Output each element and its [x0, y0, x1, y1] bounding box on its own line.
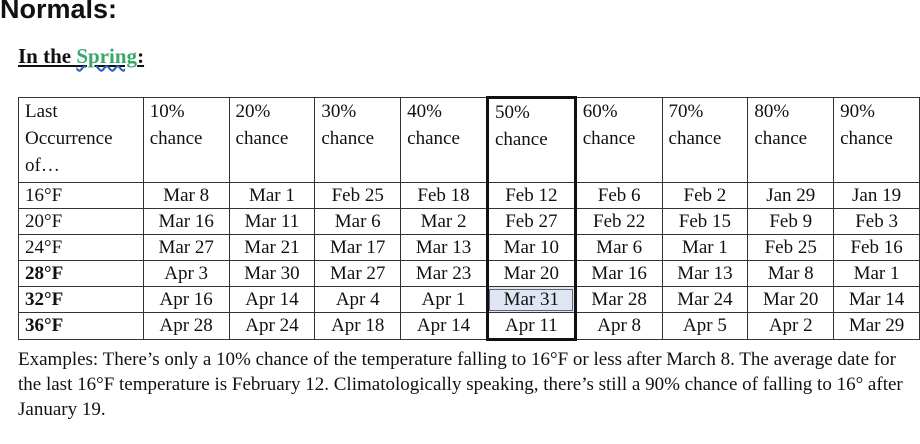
date-cell: Feb 25	[747, 234, 835, 261]
column-header: 70% chance	[661, 97, 749, 183]
column-header: 50% chance	[485, 96, 577, 183]
date-cell: Apr 16	[142, 286, 230, 313]
date-cell: Mar 13	[400, 234, 488, 261]
column-header: 40% chance	[400, 97, 488, 183]
temperature-cell: 20°F	[18, 208, 144, 235]
subtitle-text: In the	[18, 44, 77, 68]
examples-text: Examples: There’s only a 10% chance of t…	[18, 349, 903, 420]
date-cell: Feb 16	[833, 234, 920, 261]
temperature-cell: 36°F	[18, 312, 144, 340]
table-row: 20°F Mar 16 Mar 11 Mar 6 Mar 2 Feb 27 Feb 22 Fe…	[18, 208, 920, 235]
date-cell: Jan 29	[747, 182, 835, 209]
date-cell: Mar 30	[228, 260, 316, 287]
date-cell: Apr 3	[142, 260, 230, 287]
column-header: 80% chance	[747, 97, 835, 183]
temperature-cell: 32°F	[18, 286, 144, 313]
date-cell: Feb 3	[833, 208, 920, 235]
date-cell: Apr 4	[314, 286, 402, 313]
date-cell: Apr 11	[485, 312, 577, 341]
date-cell: Mar 1	[833, 260, 920, 287]
column-header: 90% chance	[833, 97, 920, 183]
date-cell: Mar 16	[142, 208, 230, 235]
date-cell: Mar 8	[142, 182, 230, 209]
date-cell: Mar 21	[228, 234, 316, 261]
spring-link[interactable]: Spring	[76, 44, 138, 68]
date-cell: Mar 17	[314, 234, 402, 261]
temperature-cell: 16°F	[18, 182, 144, 209]
date-cell: Mar 6	[574, 234, 663, 261]
column-header: 10% chance	[142, 97, 230, 183]
date-cell: Apr 24	[228, 312, 316, 340]
column-header: Last Occurrence of…	[18, 97, 144, 183]
date-cell: Mar 29	[833, 312, 920, 340]
date-cell: Mar 1	[661, 234, 749, 261]
date-cell: Mar 20	[485, 260, 577, 287]
date-cell: Mar 10	[485, 234, 577, 261]
temperature-cell: 28°F	[18, 260, 144, 287]
date-cell: Feb 2	[661, 182, 749, 209]
date-cell: Mar 16	[574, 260, 663, 287]
column-header: 20% chance	[228, 97, 316, 183]
date-cell: Mar 11	[228, 208, 316, 235]
date-cell: Apr 14	[400, 312, 488, 340]
date-cell: Mar 6	[314, 208, 402, 235]
date-cell: Mar 28	[574, 286, 663, 313]
date-cell: Feb 22	[574, 208, 663, 235]
table-row: 28°F Apr 3 Mar 30 Mar 27 Mar 23 Mar 20 Mar 16 M…	[18, 260, 920, 287]
date-cell: Feb 9	[747, 208, 835, 235]
date-cell: Mar 23	[400, 260, 488, 287]
column-header: 30% chance	[314, 97, 402, 183]
date-cell: Apr 8	[574, 312, 663, 340]
date-cell: Mar 1	[228, 182, 316, 209]
date-cell: Apr 14	[228, 286, 316, 313]
date-cell: Feb 25	[314, 182, 402, 209]
date-cell: Feb 15	[661, 208, 749, 235]
column-header: 60% chance	[574, 97, 663, 183]
date-cell: Apr 28	[142, 312, 230, 340]
date-cell: Mar 20	[747, 286, 835, 313]
date-cell: Apr 5	[661, 312, 749, 340]
date-cell: Mar 14	[833, 286, 920, 313]
date-cell: Mar 13	[661, 260, 749, 287]
date-cell: Mar 2	[400, 208, 488, 235]
date-cell: Feb 27	[485, 208, 577, 235]
date-cell: Mar 27	[142, 234, 230, 261]
date-cell: Apr 2	[747, 312, 835, 340]
freeze-dates-table: Last Occurrence of… 10% chance 20% chance 3…	[18, 96, 920, 341]
date-cell: Mar 24	[661, 286, 749, 313]
table-row: 32°F Apr 16 Apr 14 Apr 4 Apr 1 Mar 31 Mar 28 Ma…	[18, 286, 920, 313]
date-cell: Jan 19	[833, 182, 920, 209]
date-cell: Mar 31	[485, 286, 577, 313]
temperature-cell: 24°F	[18, 234, 144, 261]
table-row: 16°F Mar 8 Mar 1 Feb 25 Feb 18 Feb 12 Feb 6 Feb…	[18, 182, 920, 209]
date-cell: Feb 6	[574, 182, 663, 209]
subtitle-colon: :	[137, 44, 145, 68]
date-cell: Apr 1	[400, 286, 488, 313]
subtitle: In the Spring:	[18, 44, 144, 69]
date-cell: Feb 18	[400, 182, 488, 209]
date-cell: Mar 27	[314, 260, 402, 287]
date-cell: Mar 8	[747, 260, 835, 287]
date-cell: Feb 12	[485, 182, 577, 209]
section-title: Normals:	[0, 0, 118, 24]
header-row: Last Occurrence of… 10% chance 20% chance 3…	[18, 96, 920, 183]
date-cell: Apr 18	[314, 312, 402, 340]
